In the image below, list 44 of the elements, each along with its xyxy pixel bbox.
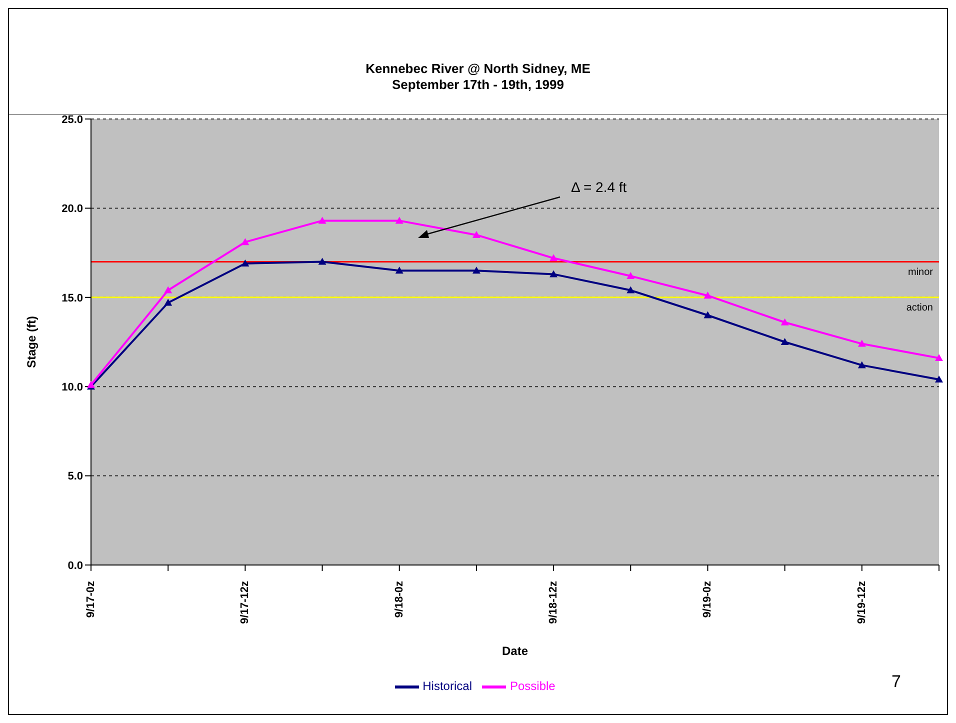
point [318, 216, 326, 224]
y-tick-label: 5.0 [68, 470, 83, 483]
point [935, 375, 943, 382]
point [318, 258, 326, 265]
legend-label: Possible [510, 679, 556, 694]
ref-line-label: minor [908, 266, 934, 278]
point [858, 340, 866, 347]
text: 7 [892, 672, 901, 692]
point [626, 286, 635, 294]
x-axis-title: Date [502, 644, 528, 658]
point [780, 318, 789, 326]
point [780, 338, 789, 345]
point [395, 216, 404, 224]
point [626, 272, 635, 279]
x-tick-label: 9/19-12z [856, 580, 868, 624]
x-tick-label: 9/18-0z [393, 580, 406, 618]
chart-title: Kennebec River @ North Sidney, ME [364, 61, 592, 77]
point [472, 230, 480, 238]
point [704, 292, 712, 299]
x-tick-label: 9/19-0z [702, 580, 714, 618]
point [935, 354, 943, 362]
point [164, 286, 172, 294]
point [858, 361, 866, 368]
y-axis-title: Stage (ft) [24, 316, 38, 368]
y-tick-label: 15.0 [62, 292, 83, 304]
x-tick-label: 9/17-0z [85, 580, 97, 618]
point [704, 311, 712, 318]
point [550, 270, 558, 278]
y-tick-label: 25.0 [62, 114, 83, 126]
point [472, 266, 480, 274]
legend-label: Historical [422, 679, 472, 694]
y-tick-label: 0.0 [68, 560, 83, 572]
x-tick-label: 9/17-12z [239, 580, 252, 624]
chart-subtitle: September 17th - 19th, 1999 [391, 77, 565, 93]
annotation: Δ = 2.4 ft [571, 179, 627, 195]
point [550, 254, 558, 262]
point [395, 266, 404, 274]
point [241, 260, 250, 267]
point [241, 238, 250, 246]
x-tick-label: 9/18-12z [548, 580, 560, 624]
y-tick-label: 20.0 [62, 203, 83, 216]
y-tick-label: 10.0 [62, 382, 83, 394]
ref-line-label: action [906, 302, 933, 314]
point [164, 298, 172, 306]
